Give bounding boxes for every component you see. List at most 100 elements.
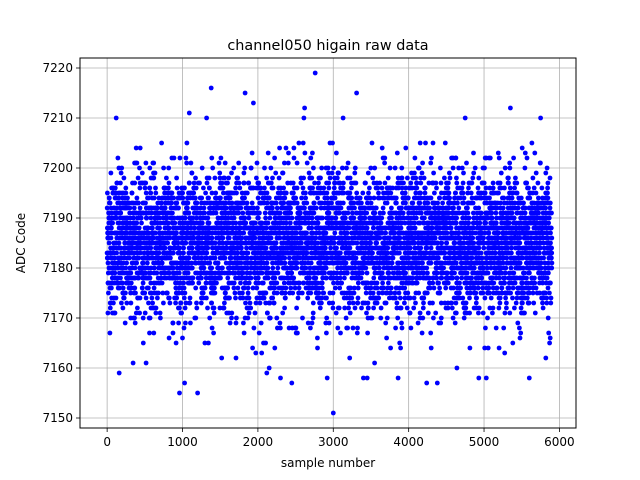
data-point — [418, 175, 423, 181]
data-point — [401, 180, 406, 186]
data-point — [191, 190, 197, 196]
data-point — [403, 145, 409, 151]
data-point — [337, 275, 343, 281]
data-point — [150, 300, 156, 306]
data-point — [194, 200, 200, 206]
data-point — [421, 175, 427, 181]
data-point — [305, 320, 311, 326]
data-point — [212, 290, 218, 296]
data-point — [335, 265, 340, 271]
data-point — [264, 190, 270, 196]
data-point — [182, 290, 188, 296]
data-point — [189, 245, 195, 251]
data-point — [123, 185, 129, 191]
data-point — [303, 265, 309, 271]
data-point — [295, 295, 301, 301]
data-point — [354, 240, 360, 246]
data-point — [428, 160, 434, 166]
data-point — [468, 290, 473, 296]
data-point — [398, 305, 404, 311]
data-point — [453, 260, 459, 266]
data-point — [148, 215, 154, 221]
data-point — [277, 210, 283, 216]
data-point — [370, 290, 376, 296]
data-point — [352, 285, 357, 291]
data-point — [316, 180, 321, 186]
data-point — [166, 180, 172, 186]
data-point — [243, 220, 249, 226]
data-point — [247, 300, 253, 306]
data-point — [137, 250, 143, 256]
data-point — [236, 180, 242, 186]
data-point — [471, 150, 476, 156]
data-point — [381, 275, 387, 281]
data-point — [116, 240, 122, 246]
data-point — [181, 325, 187, 331]
data-point — [401, 215, 407, 221]
data-point — [284, 265, 290, 271]
data-point — [428, 245, 434, 251]
data-point — [179, 310, 185, 316]
data-point — [137, 310, 143, 316]
data-point — [347, 175, 353, 181]
data-point — [386, 270, 392, 276]
data-point — [112, 255, 118, 261]
data-point — [429, 155, 434, 161]
data-point — [381, 285, 387, 291]
data-point — [377, 180, 383, 186]
data-point — [106, 240, 112, 246]
data-point — [431, 170, 436, 176]
data-point — [211, 330, 217, 336]
data-point — [286, 215, 292, 221]
data-point — [470, 200, 476, 206]
data-point — [438, 180, 444, 186]
data-point — [412, 220, 417, 226]
data-point — [264, 200, 270, 206]
data-point — [153, 305, 159, 311]
data-point — [119, 165, 125, 171]
data-point — [118, 170, 124, 176]
data-point — [207, 185, 212, 191]
data-point — [346, 225, 352, 231]
data-point — [186, 210, 192, 216]
data-point — [136, 225, 142, 231]
data-point — [375, 185, 381, 191]
data-point — [210, 245, 215, 251]
data-point — [153, 185, 158, 191]
data-point — [465, 190, 471, 196]
data-point — [459, 185, 465, 191]
data-point — [298, 210, 303, 216]
data-point — [169, 200, 175, 206]
data-point — [165, 220, 171, 226]
data-point — [439, 240, 444, 246]
data-point — [328, 245, 333, 251]
data-point — [357, 195, 363, 201]
data-point — [389, 215, 394, 221]
data-point — [124, 230, 130, 236]
data-point — [377, 210, 383, 216]
data-point — [220, 240, 226, 246]
data-point — [270, 205, 275, 211]
data-point — [464, 270, 470, 276]
data-point — [426, 275, 432, 281]
data-point — [342, 305, 348, 311]
data-point — [106, 195, 112, 201]
data-point — [367, 185, 372, 191]
data-point — [310, 310, 316, 316]
data-point — [336, 170, 341, 176]
data-point — [407, 245, 413, 251]
data-point — [265, 310, 270, 316]
data-point — [289, 270, 295, 276]
data-point — [383, 230, 388, 236]
data-point — [353, 255, 359, 261]
data-point — [410, 200, 416, 206]
data-point — [255, 205, 260, 211]
data-point — [240, 295, 246, 301]
data-point — [297, 280, 302, 286]
data-point — [390, 185, 395, 191]
data-point — [209, 265, 215, 271]
data-point — [238, 280, 243, 286]
data-point — [372, 210, 378, 216]
data-point — [137, 205, 143, 211]
data-point — [108, 170, 114, 176]
